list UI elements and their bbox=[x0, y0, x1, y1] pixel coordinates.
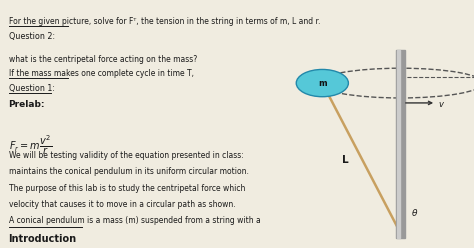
Text: Introduction: Introduction bbox=[9, 234, 77, 244]
Text: Question 1:: Question 1: bbox=[9, 84, 55, 93]
Text: For the given picture, solve for Fᵀ, the tension in the string in terms of m, L : For the given picture, solve for Fᵀ, the… bbox=[9, 17, 320, 26]
Text: A conical pendulum is a mass (m) suspended from a string with a: A conical pendulum is a mass (m) suspend… bbox=[9, 216, 260, 225]
Text: Question 2:: Question 2: bbox=[9, 32, 55, 41]
Circle shape bbox=[296, 69, 348, 97]
Text: $\theta$: $\theta$ bbox=[411, 207, 418, 218]
Text: Prelab:: Prelab: bbox=[9, 100, 45, 109]
Text: what is the centripetal force acting on the mass?: what is the centripetal force acting on … bbox=[9, 55, 197, 63]
Text: maintains the conical pendulum in its uniform circular motion.: maintains the conical pendulum in its un… bbox=[9, 167, 248, 176]
Text: The purpose of this lab is to study the centripetal force which: The purpose of this lab is to study the … bbox=[9, 184, 245, 192]
Text: We will be testing validity of the equation presented in class:: We will be testing validity of the equat… bbox=[9, 151, 243, 160]
Text: L: L bbox=[342, 155, 349, 165]
Text: $F_r = m\dfrac{v^2}{r}$: $F_r = m\dfrac{v^2}{r}$ bbox=[9, 133, 52, 156]
Bar bbox=[396, 50, 405, 238]
Bar bbox=[397, 50, 400, 238]
Text: v: v bbox=[438, 100, 444, 109]
Text: m: m bbox=[318, 79, 327, 88]
Text: velocity that causes it to move in a circular path as shown.: velocity that causes it to move in a cir… bbox=[9, 200, 235, 209]
Text: If the mass makes one complete cycle in time T,: If the mass makes one complete cycle in … bbox=[9, 69, 193, 78]
